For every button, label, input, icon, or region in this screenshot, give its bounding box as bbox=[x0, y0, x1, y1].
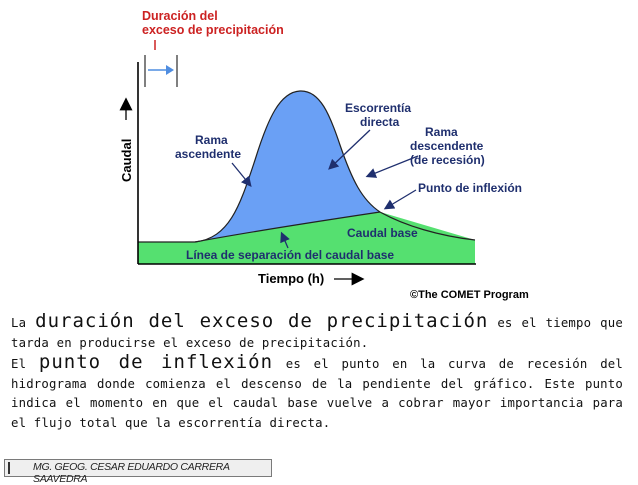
p2-lead-word: El bbox=[11, 357, 27, 371]
duration-label-line2: exceso de precipitación bbox=[142, 23, 284, 37]
copyright-label: ©The COMET Program bbox=[410, 289, 529, 301]
p1-body: es el tiempo que tarda en producirse el … bbox=[11, 316, 623, 350]
duration-label-line1: Duración del bbox=[142, 9, 218, 23]
x-axis-label: Tiempo (h) bbox=[258, 271, 324, 286]
rama-ascendente-line2: ascendente bbox=[175, 147, 241, 161]
author-footer: MG. GEOG. CESAR EDUARDO CARRERA SAAVEDRA bbox=[4, 459, 272, 485]
paragraph-inflexion: El punto de inflexión es el punto en la … bbox=[11, 351, 623, 433]
punto-inflexion-label: Punto de inflexión bbox=[418, 181, 522, 195]
rama-descendente-line2: descendente bbox=[410, 139, 484, 153]
escorrentia-line1: Escorrentía bbox=[345, 101, 411, 115]
baseflow-area bbox=[138, 212, 475, 264]
baseflow-separation-line bbox=[194, 211, 381, 243]
rama-descendente-line3: (de recesión) bbox=[410, 153, 485, 167]
rama-ascendente-line1: Rama bbox=[195, 133, 228, 147]
caudal-base-label: Caudal base bbox=[347, 226, 418, 240]
footer-bar bbox=[8, 462, 10, 474]
linea-separacion-arrow bbox=[280, 231, 290, 249]
rama-ascendente-arrow bbox=[231, 162, 252, 188]
duration-arrow-head bbox=[166, 65, 174, 75]
p1-lead-word: La bbox=[11, 316, 27, 330]
hydrograph-diagram: Duración del exceso de precipitación Cau… bbox=[119, 9, 529, 301]
rama-descendente-line1: Rama bbox=[425, 125, 458, 139]
rama-descendente-arrow bbox=[365, 155, 419, 178]
paragraph-duracion: La duración del exceso de precipitación … bbox=[11, 310, 623, 353]
p2-highlight: punto de inflexión bbox=[38, 351, 274, 373]
hydrograph-curve bbox=[138, 90, 476, 243]
y-axis-label: Caudal bbox=[119, 139, 134, 182]
p1-highlight: duración del exceso de precipitación bbox=[35, 310, 489, 332]
p2-body: es el punto en la curva de recesión del … bbox=[11, 357, 623, 430]
author-name: MG. GEOG. CESAR EDUARDO CARRERA SAAVEDRA bbox=[33, 461, 230, 485]
escorrentia-line2: directa bbox=[360, 115, 400, 129]
escorrentia-arrow bbox=[328, 129, 371, 170]
linea-separacion-label: Línea de separación del caudal base bbox=[186, 248, 394, 262]
punto-inflexion-arrow bbox=[383, 189, 417, 210]
explanation-text: La duración del exceso de precipitación … bbox=[11, 310, 623, 433]
